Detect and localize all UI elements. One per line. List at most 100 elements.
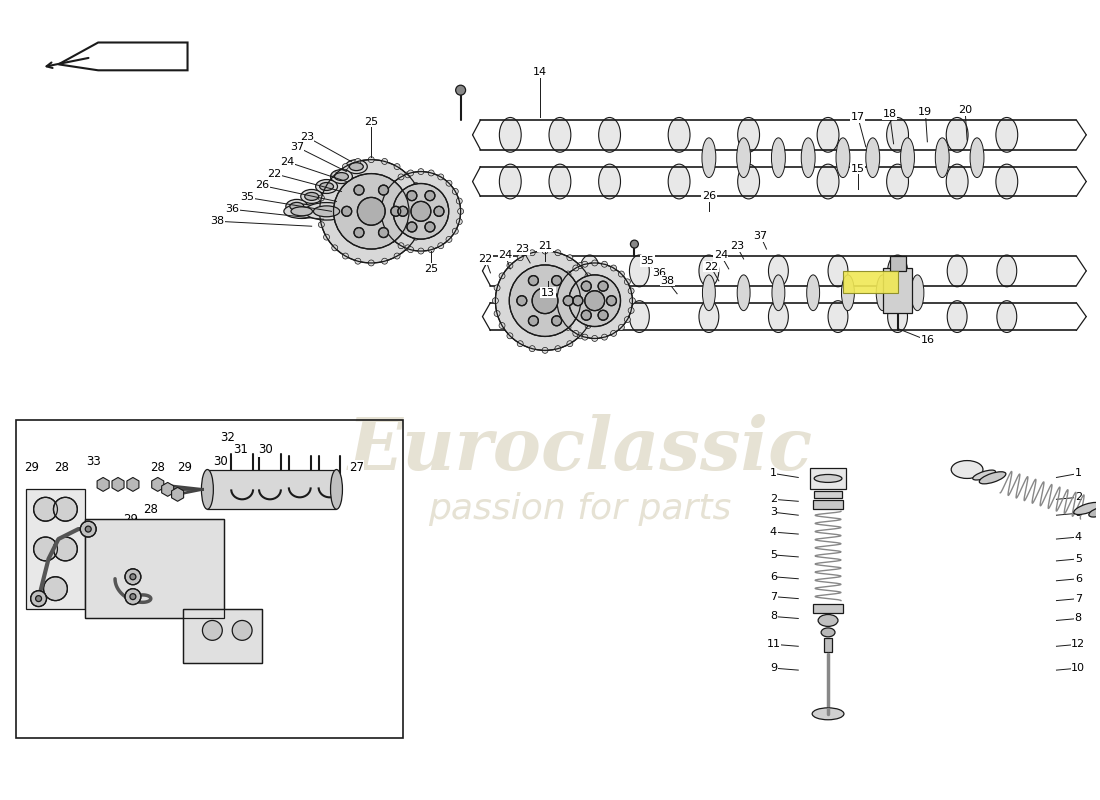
Circle shape [598,310,608,320]
Circle shape [382,158,387,165]
Text: 23: 23 [515,244,529,254]
Text: 4: 4 [770,527,777,537]
Circle shape [590,310,596,317]
Circle shape [405,172,410,178]
Bar [86,519,224,618]
Circle shape [590,285,596,291]
Bar [86,519,224,618]
Text: 16: 16 [921,335,934,346]
Bar [813,603,843,613]
Circle shape [130,594,136,600]
Circle shape [528,316,538,326]
Circle shape [517,341,524,346]
Circle shape [517,254,524,261]
Text: 30: 30 [213,455,228,468]
Ellipse shape [549,164,571,199]
Ellipse shape [828,255,848,286]
Ellipse shape [738,118,759,152]
Ellipse shape [343,207,370,215]
Circle shape [542,248,548,254]
Circle shape [578,333,583,338]
Circle shape [394,253,400,259]
Ellipse shape [806,275,820,310]
Text: 5: 5 [1075,554,1081,564]
Circle shape [625,279,630,285]
Circle shape [412,234,419,240]
Circle shape [565,271,571,277]
Ellipse shape [972,470,996,480]
Text: 36: 36 [226,204,239,214]
Text: 28: 28 [103,552,119,566]
Ellipse shape [499,164,521,199]
Circle shape [368,260,374,266]
Text: 4: 4 [1075,532,1082,542]
Circle shape [425,190,435,201]
Ellipse shape [901,138,914,178]
Circle shape [494,310,501,317]
Circle shape [554,298,560,304]
Circle shape [618,324,625,330]
Circle shape [565,324,571,330]
Ellipse shape [305,202,349,220]
Circle shape [31,590,46,606]
Circle shape [332,172,338,178]
Circle shape [559,317,565,322]
Circle shape [582,262,587,267]
Ellipse shape [997,301,1016,333]
Ellipse shape [818,614,838,626]
Text: 38: 38 [210,216,224,226]
Circle shape [456,218,462,225]
Circle shape [585,290,605,310]
Circle shape [320,160,422,263]
Ellipse shape [737,138,750,178]
Ellipse shape [769,301,789,333]
Ellipse shape [979,472,1005,484]
Circle shape [405,245,410,251]
Text: 8: 8 [770,611,777,622]
Circle shape [355,258,361,264]
Circle shape [378,227,388,238]
Ellipse shape [668,164,690,199]
Circle shape [393,183,449,239]
Ellipse shape [946,164,968,199]
Circle shape [425,222,435,232]
Ellipse shape [935,138,949,178]
Circle shape [566,341,573,346]
Text: 22: 22 [704,262,718,272]
Circle shape [398,206,408,216]
Bar [813,500,843,510]
Circle shape [368,157,374,162]
Ellipse shape [836,138,850,178]
Ellipse shape [300,190,322,203]
Bar [882,268,913,313]
Ellipse shape [314,206,340,217]
Circle shape [434,206,444,216]
Text: 10: 10 [1071,663,1086,673]
Text: 38: 38 [660,276,674,286]
Circle shape [86,526,91,532]
Circle shape [582,334,587,340]
Bar [890,256,905,271]
Bar [824,638,832,652]
Circle shape [54,498,77,521]
Ellipse shape [201,470,213,510]
Text: 18: 18 [882,109,896,119]
Circle shape [557,263,632,338]
Circle shape [552,276,562,286]
Circle shape [130,574,136,580]
Circle shape [412,182,419,189]
Circle shape [379,198,385,204]
Text: 20: 20 [958,105,972,115]
Polygon shape [152,478,164,491]
Ellipse shape [769,255,789,286]
Ellipse shape [1074,502,1100,514]
Circle shape [563,296,573,306]
Circle shape [456,198,462,204]
Circle shape [407,222,417,232]
Circle shape [408,170,414,176]
Text: 35: 35 [240,193,254,202]
Circle shape [573,265,579,271]
Circle shape [420,208,426,214]
Circle shape [610,265,616,271]
Circle shape [529,346,536,352]
